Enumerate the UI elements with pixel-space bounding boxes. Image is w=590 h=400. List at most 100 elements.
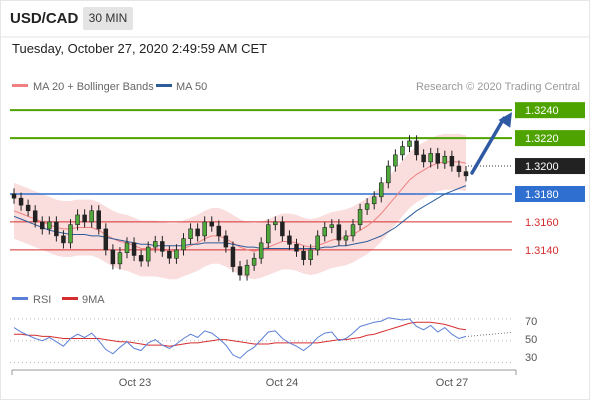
candle-body-down <box>18 197 24 206</box>
candle-body-up <box>188 228 193 239</box>
candle <box>103 223 109 256</box>
legend-swatch-ma20 <box>12 84 28 87</box>
legend-label-ma20: MA 20 + Bollinger Bands <box>33 81 154 93</box>
candle <box>315 230 320 256</box>
candle <box>407 135 412 153</box>
rsi-grid <box>10 318 512 364</box>
candle-body-up <box>89 210 94 223</box>
candle-body-up <box>244 264 250 276</box>
candle <box>393 149 398 172</box>
candle-body-down <box>82 214 87 223</box>
chart-legend: MA 20 + Bollinger Bands MA 50 Research ©… <box>12 81 580 93</box>
candle-body-up <box>124 242 130 253</box>
level-text-1-3160: 1.3160 <box>525 217 559 229</box>
candle <box>371 191 377 210</box>
candle-body-up <box>322 227 327 237</box>
rsi-tick-50: 50 <box>525 334 537 346</box>
x-tick-oct24: Oct 24 <box>266 377 298 389</box>
level-badge-1-3220 <box>515 130 585 147</box>
candle-body-down <box>131 242 137 256</box>
candle-body-up <box>174 249 179 259</box>
ma50-line <box>13 185 467 249</box>
candlesticks <box>11 135 469 281</box>
candle-body-down <box>449 155 455 167</box>
projection-arrow-shaft <box>470 116 506 175</box>
candle-body-up <box>308 249 313 260</box>
candle-body-down <box>61 235 66 244</box>
candle-body-down <box>96 210 101 230</box>
candle <box>145 241 151 267</box>
candle <box>11 188 17 204</box>
candle-body-up <box>117 252 123 265</box>
candle <box>301 245 306 266</box>
candle-body-down <box>280 221 285 237</box>
candle-body-down <box>54 221 59 237</box>
candle-body-up <box>68 224 73 244</box>
candle <box>230 241 236 273</box>
candle-body-up <box>266 224 271 244</box>
candle-body-down <box>103 228 109 251</box>
candle-body-up <box>393 154 398 167</box>
candle-body-down <box>167 250 172 259</box>
candle <box>244 259 250 281</box>
candle-body-up <box>371 196 377 205</box>
candle <box>287 230 292 250</box>
candle <box>273 216 278 231</box>
level-badge-text-1-3200: 1.3200 <box>525 161 559 173</box>
candle-body-up <box>273 221 278 226</box>
ma9-line <box>14 321 467 347</box>
candle <box>61 230 66 249</box>
candle <box>25 199 31 217</box>
rsi-projection <box>467 331 513 337</box>
candle <box>329 219 335 234</box>
candle <box>89 205 94 228</box>
rsi-tick-30: 30 <box>525 352 537 364</box>
candle <box>463 166 469 182</box>
candle-body-up <box>428 153 433 163</box>
x-tick-oct27: Oct 27 <box>436 377 468 389</box>
candle-body-down <box>223 235 229 248</box>
candle-body-up <box>47 221 52 230</box>
candle-body-up <box>315 235 320 251</box>
projection-arrow-head <box>498 112 512 128</box>
candle <box>364 198 370 215</box>
projection-arrow <box>470 112 512 175</box>
candle <box>160 235 165 257</box>
candle-body-down <box>237 266 243 276</box>
candle <box>110 244 116 270</box>
candle <box>350 219 356 242</box>
timeframe-badge[interactable]: 30 MIN <box>83 7 133 30</box>
candle-body-down <box>209 221 214 227</box>
candle <box>209 216 214 232</box>
candle-body-up <box>181 238 186 251</box>
candle-body-down <box>110 249 116 265</box>
candle-body-down <box>195 228 200 237</box>
candle <box>68 219 73 249</box>
candle-body-up <box>407 140 412 147</box>
candle <box>266 219 271 249</box>
candle <box>32 205 38 228</box>
candle <box>343 230 349 246</box>
candle <box>18 192 24 211</box>
level-badge-text-1-3180: 1.3180 <box>525 189 559 201</box>
candle-body-down <box>160 241 165 252</box>
rsi-legend: RSI 9MA <box>12 294 105 306</box>
candle <box>188 223 193 245</box>
credit-text: Research © 2020 Trading Central <box>416 81 580 93</box>
rsi-ticks: 70 50 30 <box>525 316 537 364</box>
candle-body-up <box>258 242 264 259</box>
ma9-legend-swatch <box>62 297 78 300</box>
candle-body-up <box>202 221 207 237</box>
candle <box>216 220 222 242</box>
candle <box>421 149 426 168</box>
candle-body-down <box>435 153 440 164</box>
candle-body-down <box>138 255 144 262</box>
candle <box>379 177 384 203</box>
level-badge-1-3240 <box>515 102 585 119</box>
candle <box>442 150 448 169</box>
candle-body-down <box>32 210 38 223</box>
candle <box>322 221 327 242</box>
candle-body-down <box>414 140 419 156</box>
candle-body-down <box>421 154 426 163</box>
candle <box>280 216 285 242</box>
